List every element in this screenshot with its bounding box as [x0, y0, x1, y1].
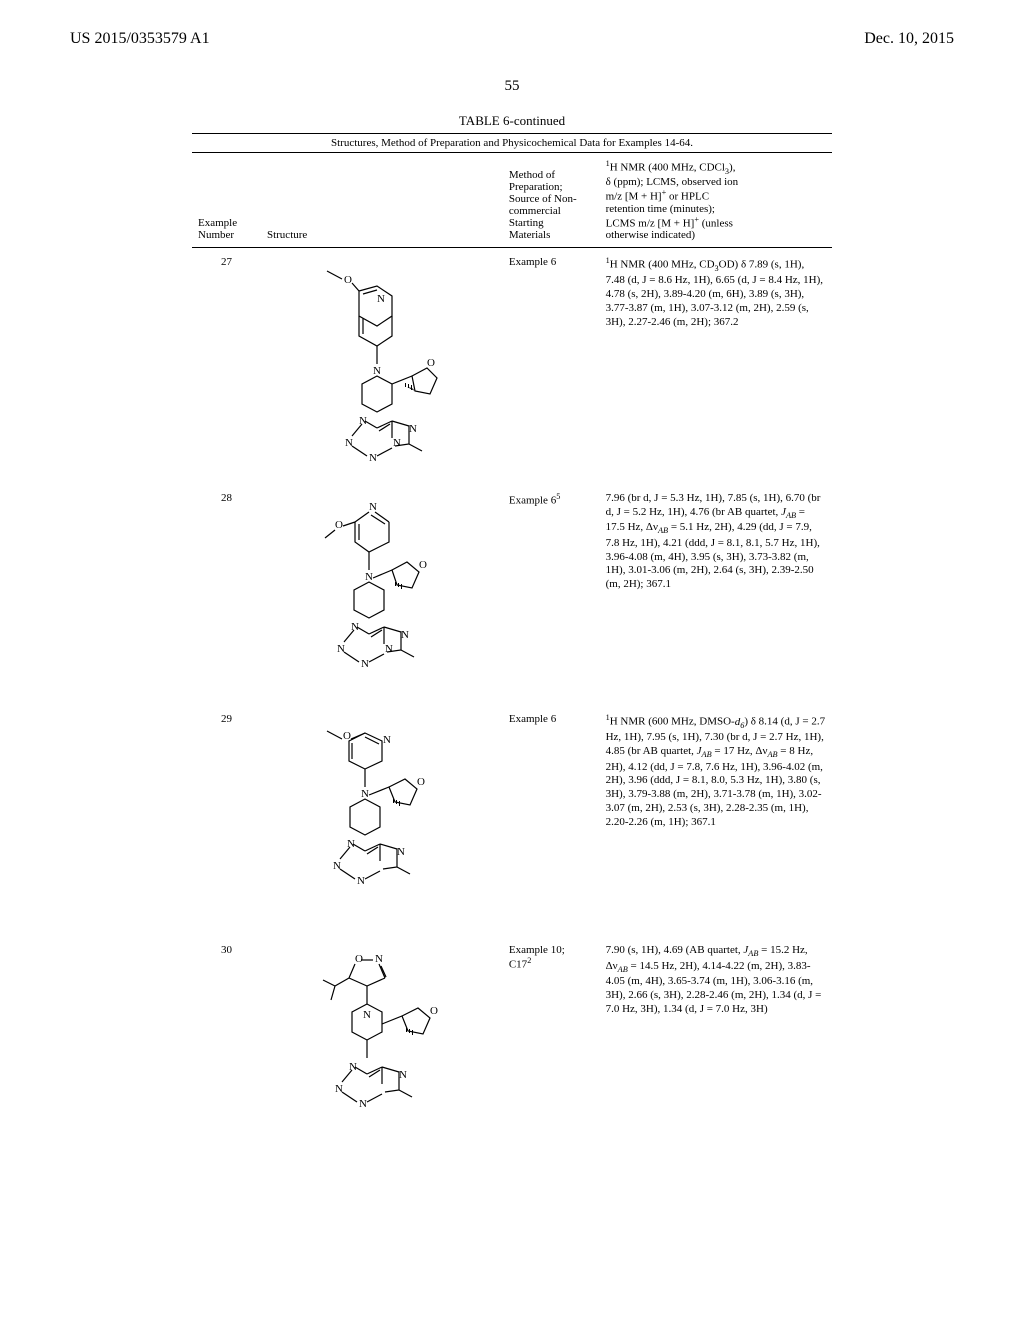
svg-text:N: N	[363, 1009, 371, 1021]
nmr-cell: 1H NMR (400 MHz, CD3OD) δ 7.89 (s, 1H), …	[600, 248, 832, 485]
nmr-cell: 7.96 (br d, J = 5.3 Hz, 1H), 7.85 (s, 1H…	[600, 484, 832, 705]
table-header-row: Example Number Structure Method of Prepa…	[192, 153, 832, 248]
table-row: 28 N O	[192, 484, 832, 705]
table-row: 30 O N	[192, 936, 832, 1167]
svg-text:N: N	[409, 423, 417, 435]
svg-text:N: N	[377, 293, 385, 305]
svg-text:N: N	[397, 846, 405, 858]
svg-text:N: N	[401, 629, 409, 641]
example-number: 29	[192, 705, 261, 936]
table-title: TABLE 6-continued	[0, 113, 1024, 129]
svg-text:N: N	[357, 875, 365, 887]
chemical-structure-30: O N N	[297, 944, 467, 1159]
svg-text:N: N	[361, 658, 369, 670]
col-example-header: Example Number	[192, 153, 261, 248]
svg-text:N: N	[385, 643, 393, 655]
col-structure-header: Structure	[261, 153, 503, 248]
table-caption: Structures, Method of Preparation and Ph…	[192, 133, 832, 153]
page-number: 55	[0, 78, 1024, 95]
page-header: US 2015/0353579 A1 Dec. 10, 2015	[0, 0, 1024, 52]
table-row: 27 O N	[192, 248, 832, 485]
svg-text:O: O	[419, 559, 427, 571]
method-cell: Example 10;C172	[503, 936, 600, 1167]
example-number: 30	[192, 936, 261, 1167]
structure-cell: O N N	[261, 248, 503, 485]
svg-text:O: O	[335, 519, 343, 531]
svg-text:N: N	[373, 365, 381, 377]
svg-text:N: N	[337, 643, 345, 655]
svg-text:N: N	[383, 734, 391, 746]
svg-text:N: N	[361, 788, 369, 800]
svg-text:N: N	[393, 437, 401, 449]
svg-text:O: O	[344, 274, 352, 286]
publication-date: Dec. 10, 2015	[864, 30, 954, 48]
data-table: Example Number Structure Method of Prepa…	[192, 153, 832, 1167]
svg-text:O: O	[430, 1005, 438, 1017]
structure-cell: O N N	[261, 936, 503, 1167]
svg-text:N: N	[369, 452, 377, 464]
table-row: 29 O N N	[192, 705, 832, 936]
col-method-header: Method of Preparation; Source of Non- co…	[503, 153, 600, 248]
col-data-header: 1H NMR (400 MHz, CDCl3),δ (ppm); LCMS, o…	[600, 153, 832, 248]
svg-text:O: O	[427, 357, 435, 369]
chemical-structure-29: O N N O	[297, 713, 467, 928]
structure-cell: O N N O	[261, 705, 503, 936]
nmr-cell: 1H NMR (600 MHz, DMSO-d6) δ 8.14 (d, J =…	[600, 705, 832, 936]
example-number: 28	[192, 484, 261, 705]
chemical-structure-28: N O N	[297, 492, 467, 697]
method-cell: Example 65	[503, 484, 600, 705]
svg-text:N: N	[399, 1069, 407, 1081]
svg-text:N: N	[359, 1098, 367, 1110]
svg-text:N: N	[345, 437, 353, 449]
svg-text:N: N	[375, 953, 383, 965]
chemical-structure-27: O N N	[297, 256, 467, 476]
svg-text:N: N	[333, 860, 341, 872]
nmr-cell: 7.90 (s, 1H), 4.69 (AB quartet, JAB = 15…	[600, 936, 832, 1167]
svg-text:N: N	[365, 571, 373, 583]
patent-number: US 2015/0353579 A1	[70, 30, 210, 48]
structure-cell: N O N	[261, 484, 503, 705]
svg-text:O: O	[417, 776, 425, 788]
method-cell: Example 6	[503, 705, 600, 936]
example-number: 27	[192, 248, 261, 485]
method-cell: Example 6	[503, 248, 600, 485]
svg-text:O: O	[355, 953, 363, 965]
svg-text:N: N	[335, 1083, 343, 1095]
svg-text:N: N	[369, 501, 377, 513]
